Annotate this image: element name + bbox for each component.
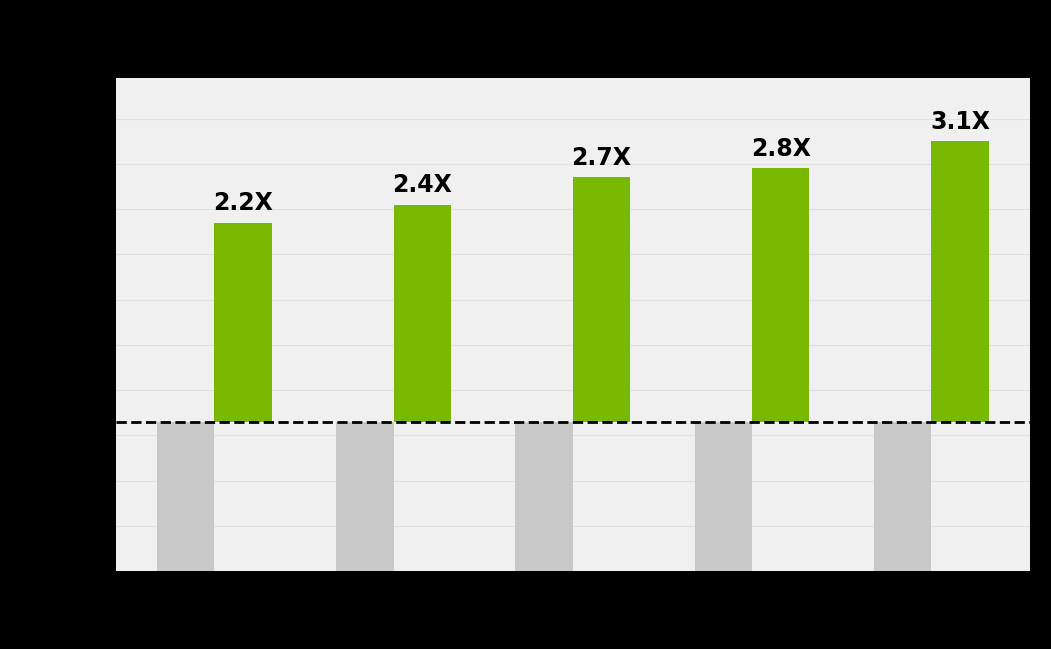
Text: 2.7X: 2.7X [572, 146, 632, 170]
Bar [874, 422, 931, 571]
Bar [753, 168, 809, 422]
Text: 2.4X: 2.4X [392, 173, 452, 197]
Bar [393, 204, 451, 422]
Bar [214, 223, 271, 422]
Bar [157, 422, 214, 571]
Text: 2.8X: 2.8X [750, 137, 810, 161]
Text: 3.1X: 3.1X [930, 110, 990, 134]
Bar [336, 422, 393, 571]
Bar [573, 177, 631, 422]
Bar [695, 422, 753, 571]
Text: 2.2X: 2.2X [213, 191, 273, 215]
Bar [515, 422, 573, 571]
Bar [931, 141, 989, 422]
